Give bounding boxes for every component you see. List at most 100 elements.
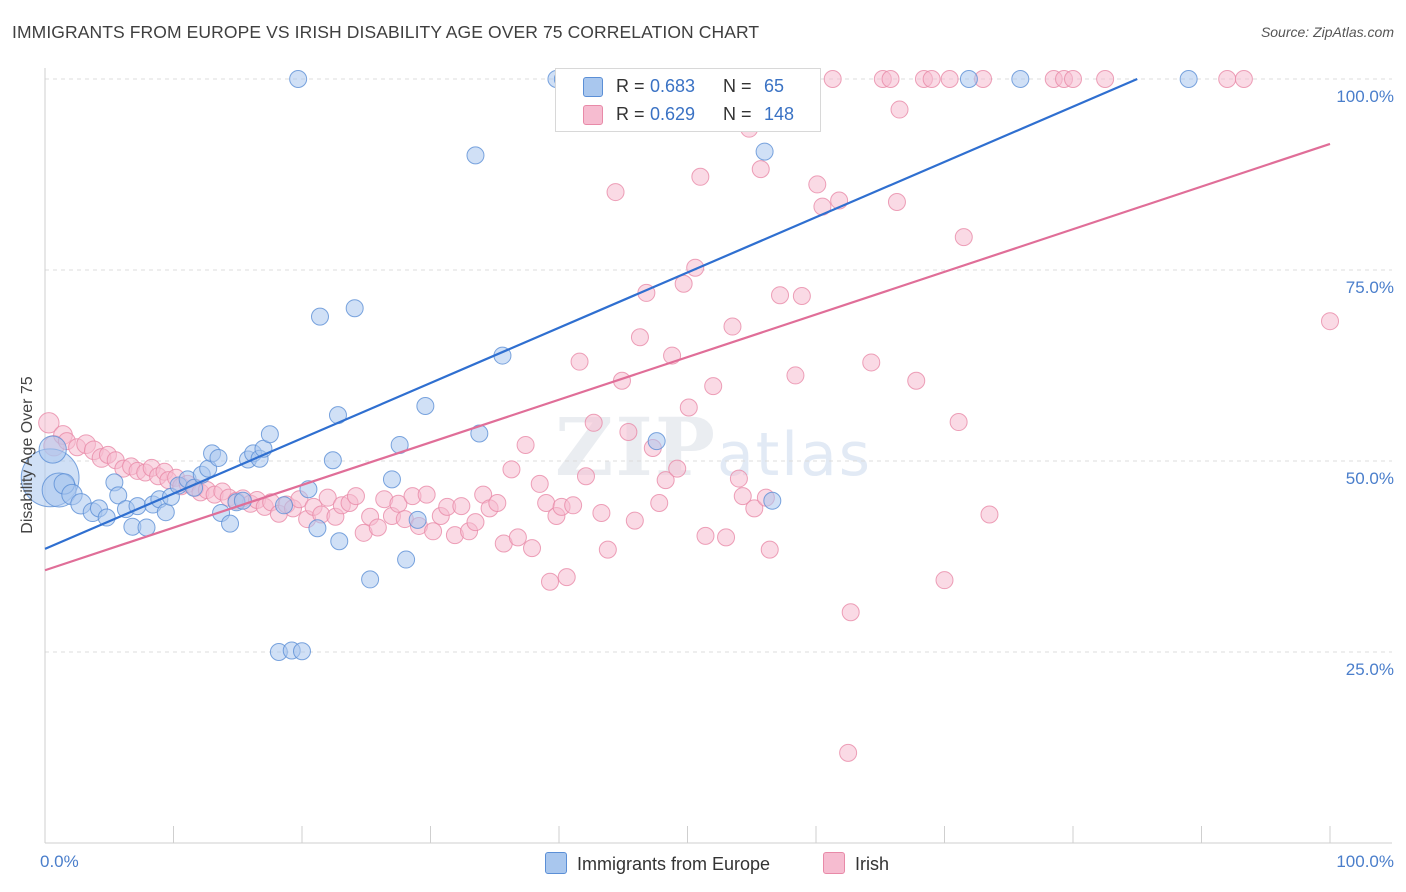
correlation-legend: R = 0.683 N = 65 R = 0.629 N = 148	[555, 68, 821, 132]
data-point-europe	[382, 470, 401, 489]
data-point-irish	[786, 366, 805, 385]
data-point-irish	[592, 503, 611, 522]
data-point-europe	[1179, 70, 1198, 88]
data-point-irish	[890, 100, 909, 119]
bottom-legend-label-irish: Irish	[855, 854, 890, 874]
data-point-europe	[221, 514, 240, 533]
data-point-europe	[38, 435, 67, 464]
data-point-irish	[881, 70, 900, 88]
bottom-legend-irish: Irish	[823, 852, 889, 875]
data-point-irish	[417, 485, 436, 504]
trend-line-irish	[44, 142, 1331, 572]
data-point-irish	[792, 286, 811, 305]
data-point-irish	[424, 522, 443, 541]
data-point-irish	[346, 487, 365, 506]
legend-r-value: 0.629	[650, 104, 696, 124]
legend-swatch-irish	[583, 105, 603, 125]
legend-n-label: N =	[723, 76, 752, 96]
data-point-irish	[466, 513, 485, 532]
x-tick-100: 100.0%	[1336, 852, 1394, 871]
data-point-irish	[696, 526, 715, 545]
data-point-europe	[763, 491, 782, 510]
x-tick-0: 0.0%	[40, 852, 79, 871]
source-label: Source: ZipAtlas.com	[1260, 24, 1394, 40]
data-point-irish	[907, 371, 926, 390]
data-point-irish	[940, 70, 959, 88]
data-point-irish	[704, 377, 723, 396]
data-point-irish	[530, 474, 549, 493]
data-point-irish	[1096, 70, 1115, 88]
data-point-europe	[408, 510, 427, 529]
data-point-irish	[751, 160, 770, 179]
data-point-irish	[523, 539, 542, 558]
bottom-legend-europe: Immigrants from Europe	[545, 852, 770, 875]
data-point-irish	[318, 488, 337, 507]
y-axis-label: Disability Age Over 75	[19, 376, 36, 534]
data-point-irish	[619, 422, 638, 441]
data-point-irish	[576, 467, 595, 486]
data-point-irish	[839, 743, 858, 762]
data-point-irish	[1321, 312, 1339, 331]
chart-title: IMMIGRANTS FROM EUROPE VS IRISH DISABILI…	[12, 22, 760, 42]
data-point-irish	[760, 540, 779, 559]
data-point-irish	[808, 175, 827, 194]
data-point-irish	[516, 435, 535, 454]
data-point-europe	[330, 532, 349, 551]
data-point-europe	[109, 486, 128, 505]
data-point-irish	[598, 540, 617, 559]
data-point-irish	[630, 328, 649, 347]
data-point-irish	[949, 413, 968, 432]
data-point-irish	[887, 193, 906, 212]
data-point-europe	[397, 550, 416, 569]
data-point-europe	[647, 432, 666, 451]
data-point-europe	[470, 424, 489, 443]
data-point-irish	[1218, 70, 1237, 88]
y-tick-25: 25.0%	[1345, 660, 1394, 679]
legend-n-value: 65	[764, 76, 785, 96]
legend-row-irish: R = 0.629 N = 148	[556, 102, 820, 128]
data-point-irish	[389, 494, 408, 513]
data-point-irish	[570, 352, 589, 371]
data-point-irish	[38, 412, 60, 434]
y-tick-50: 50.0%	[1345, 469, 1394, 488]
data-point-irish	[841, 603, 860, 622]
data-point-irish	[668, 459, 687, 478]
data-point-irish	[1064, 70, 1082, 88]
data-point-irish	[691, 167, 710, 186]
data-point-europe	[959, 70, 978, 88]
data-point-irish	[717, 528, 736, 547]
data-point-europe	[466, 146, 485, 165]
data-point-europe	[275, 496, 294, 515]
data-point-irish	[584, 413, 603, 432]
legend-r-value: 0.683	[650, 76, 696, 96]
data-point-irish	[368, 518, 387, 537]
data-point-europe	[308, 519, 327, 538]
data-point-europe	[289, 70, 308, 88]
data-point-irish	[679, 398, 698, 417]
legend-n-value: 148	[764, 104, 795, 124]
legend-swatch-europe	[583, 77, 603, 97]
data-point-irish	[980, 505, 999, 524]
data-point-europe	[1011, 70, 1030, 88]
legend-row-europe: R = 0.683 N = 65	[556, 74, 820, 100]
data-point-irish	[729, 469, 748, 488]
data-point-irish	[452, 497, 471, 516]
data-point-europe	[361, 570, 380, 589]
bottom-legend-swatch-irish	[823, 852, 845, 874]
data-point-europe	[755, 142, 774, 161]
data-point-irish	[557, 568, 576, 587]
legend-r-label: R =	[616, 104, 645, 124]
data-point-irish	[502, 460, 521, 479]
data-point-europe	[260, 425, 279, 444]
data-point-irish	[745, 499, 764, 518]
data-point-irish	[935, 571, 954, 590]
data-point-europe	[323, 451, 342, 470]
data-point-irish	[1234, 70, 1253, 88]
data-point-irish	[922, 70, 941, 88]
data-point-irish	[723, 317, 742, 336]
data-point-europe	[209, 448, 228, 467]
data-point-irish	[862, 353, 881, 372]
trend-line-europe	[44, 77, 1138, 550]
data-point-irish	[650, 494, 669, 513]
